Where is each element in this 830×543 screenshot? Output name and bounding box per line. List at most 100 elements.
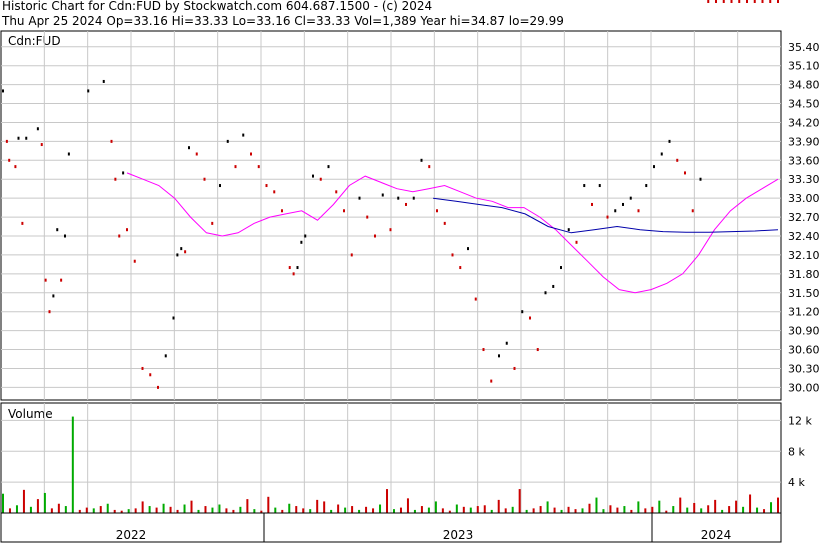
- chart-header-line2: Thu Apr 25 2024 Op=33.16 Hi=33.33 Lo=33.…: [2, 14, 564, 28]
- volume-bar: [756, 507, 759, 513]
- volume-bar: [330, 509, 333, 513]
- volume-bar: [358, 509, 361, 513]
- x-tick-label: 2022: [116, 528, 147, 542]
- price-tick-label: 32.70: [788, 211, 820, 224]
- volume-bar: [337, 504, 340, 513]
- volume-bar: [742, 506, 745, 513]
- volume-bar: [295, 506, 298, 513]
- volume-bar: [567, 506, 570, 513]
- volume-bar: [99, 506, 102, 513]
- volume-bar: [106, 503, 109, 513]
- volume-bar: [225, 508, 228, 513]
- price-point: [459, 266, 462, 270]
- volume-bar: [546, 501, 549, 513]
- price-point: [56, 228, 59, 232]
- volume-bar: [728, 506, 731, 513]
- x-tick-label: 2024: [701, 528, 732, 542]
- price-point: [645, 184, 648, 188]
- volume-bar: [183, 504, 186, 513]
- price-point: [67, 152, 70, 156]
- volume-bar: [581, 508, 584, 513]
- volume-bar: [64, 506, 67, 513]
- price-point: [761, 0, 764, 3]
- volume-bar: [92, 508, 95, 513]
- volume-bar: [763, 509, 766, 513]
- price-point: [583, 184, 586, 188]
- volume-bar: [476, 506, 479, 513]
- volume-bar: [176, 509, 179, 513]
- volume-bar: [281, 509, 284, 513]
- volume-bar: [700, 508, 703, 513]
- volume-bar: [686, 507, 689, 513]
- price-point: [505, 341, 508, 345]
- price-point: [188, 146, 190, 150]
- price-point: [164, 354, 167, 358]
- price-point: [118, 234, 121, 238]
- volume-bar: [490, 509, 493, 513]
- volume-bar: [71, 416, 74, 513]
- price-point: [637, 209, 640, 213]
- volume-bar: [637, 501, 640, 513]
- price-point: [44, 278, 47, 282]
- volume-bar: [630, 509, 633, 513]
- price-point: [257, 165, 260, 169]
- price-point: [242, 133, 245, 137]
- price-point: [467, 247, 469, 251]
- price-panel-label: Cdn:FUD: [8, 34, 61, 48]
- volume-bar: [420, 506, 423, 513]
- price-tick-label: 33.90: [788, 135, 820, 148]
- volume-bar: [714, 499, 717, 513]
- volume-bar: [658, 500, 661, 513]
- price-point: [36, 127, 39, 131]
- price-point: [60, 278, 63, 282]
- volume-bar: [218, 504, 221, 513]
- price-point: [176, 253, 179, 257]
- volume-bar: [616, 507, 619, 513]
- volume-bar: [365, 506, 368, 513]
- price-point: [676, 158, 679, 162]
- price-point: [436, 209, 438, 213]
- price-point: [327, 165, 330, 169]
- price-point: [64, 234, 66, 238]
- volume-panel-label: Volume: [8, 407, 53, 421]
- price-point: [443, 221, 446, 225]
- volume-bar: [441, 508, 444, 513]
- volume-bar: [749, 494, 752, 513]
- price-tick-label: 30.00: [788, 381, 820, 394]
- volume-bar: [2, 493, 4, 513]
- volume-bar: [344, 507, 347, 513]
- price-point: [591, 202, 593, 206]
- volume-bar: [609, 505, 612, 513]
- price-point: [149, 373, 152, 377]
- price-point: [769, 0, 772, 3]
- volume-bar: [288, 503, 291, 513]
- volume-bar: [469, 507, 472, 513]
- price-point: [319, 177, 322, 181]
- price-point: [350, 253, 353, 257]
- price-tick-label: 33.00: [788, 192, 820, 205]
- volume-bar: [127, 509, 130, 513]
- price-point: [653, 165, 655, 169]
- volume-tick-label: 4 k: [788, 476, 805, 489]
- volume-bar: [777, 497, 779, 513]
- price-point: [381, 193, 384, 197]
- volume-bar: [644, 508, 647, 513]
- volume-bar: [372, 508, 375, 513]
- volume-bar: [43, 492, 46, 513]
- volume-bar: [379, 504, 382, 513]
- volume-bar: [57, 503, 60, 513]
- price-point: [482, 348, 485, 352]
- volume-bar: [679, 497, 682, 513]
- volume-bar: [448, 510, 451, 513]
- volume-bar: [134, 508, 137, 513]
- price-tick-label: 35.40: [788, 41, 820, 54]
- volume-bar: [483, 505, 486, 513]
- price-point: [513, 366, 516, 370]
- volume-bar: [246, 499, 249, 513]
- price-point: [529, 316, 531, 320]
- volume-bar: [120, 510, 123, 513]
- price-point: [265, 184, 268, 188]
- volume-bar: [427, 507, 430, 513]
- price-tick-label: 34.80: [788, 79, 820, 92]
